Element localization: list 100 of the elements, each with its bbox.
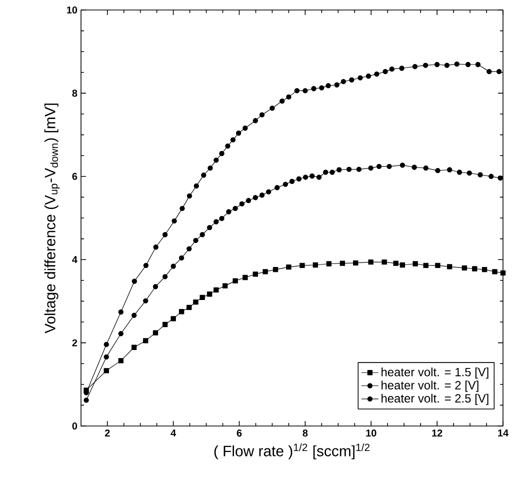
point <box>319 85 324 90</box>
point <box>286 264 292 270</box>
point <box>201 172 206 178</box>
point <box>280 98 285 104</box>
point <box>412 64 418 70</box>
point <box>104 342 109 348</box>
y-tick-label: 10 <box>67 6 78 14</box>
point <box>422 62 428 68</box>
point <box>310 173 315 179</box>
point <box>296 176 302 182</box>
point <box>326 261 332 266</box>
point <box>206 292 212 297</box>
point <box>300 262 305 268</box>
point <box>472 266 478 272</box>
point <box>206 224 212 230</box>
point <box>423 262 428 268</box>
point <box>382 260 387 265</box>
point <box>232 278 238 284</box>
x-tick-label: 2 <box>104 430 110 436</box>
point <box>170 264 176 269</box>
point <box>334 82 340 88</box>
point <box>143 298 148 304</box>
point <box>225 143 230 149</box>
point <box>478 172 483 178</box>
point <box>236 130 242 136</box>
point <box>162 232 168 238</box>
point <box>270 106 275 111</box>
point <box>242 274 248 280</box>
y-tick-label: 2 <box>72 339 78 346</box>
point <box>302 88 308 94</box>
point <box>239 201 244 206</box>
point <box>186 193 192 199</box>
point <box>266 189 272 194</box>
point <box>153 244 158 250</box>
point <box>170 316 176 322</box>
point <box>200 294 205 300</box>
point <box>219 216 224 222</box>
x-axis-title: ( Flow rate )$^{1/2}$ [sccm]$^{1/2}$ <box>214 443 370 460</box>
x-tick-label: 10 <box>366 430 376 437</box>
point <box>336 167 342 172</box>
point <box>500 270 506 276</box>
point <box>447 264 452 270</box>
point <box>412 261 418 266</box>
point <box>178 255 184 261</box>
point <box>475 62 481 68</box>
point <box>152 330 158 336</box>
legend-label: heater volt. = 2 [V] <box>382 380 478 392</box>
point <box>349 77 354 82</box>
y-tick-label: 8 <box>72 90 78 97</box>
point <box>214 219 219 224</box>
y-tick-label: 6 <box>72 172 78 180</box>
point <box>435 168 440 174</box>
point <box>454 61 460 67</box>
x-tick-label: 8 <box>302 430 308 437</box>
x-tick-label: 6 <box>236 430 242 437</box>
legend-label: heater volt. = 1.5 [V] <box>382 368 488 379</box>
point <box>252 118 258 124</box>
point <box>131 312 137 318</box>
point <box>289 178 295 184</box>
point <box>358 75 363 80</box>
point <box>465 62 471 68</box>
y-tick-label: 0 <box>72 422 78 430</box>
point <box>456 170 462 175</box>
point <box>286 94 292 100</box>
y-axis-title: Voltage difference (V$_{up}$-V$_{down}$) [mV] <box>44 104 60 334</box>
point <box>326 83 331 88</box>
point <box>214 158 219 163</box>
point <box>389 66 394 72</box>
point <box>178 309 184 314</box>
point <box>143 338 148 344</box>
point <box>323 170 328 175</box>
point <box>252 272 258 277</box>
x-tick-label: 4 <box>170 430 176 436</box>
point <box>131 344 137 350</box>
point <box>219 150 224 156</box>
point <box>259 112 265 118</box>
point <box>214 287 219 293</box>
point <box>186 246 192 252</box>
point <box>482 266 488 272</box>
point <box>316 174 322 180</box>
point <box>230 137 236 142</box>
point <box>172 218 177 224</box>
point <box>434 62 440 68</box>
point <box>180 206 185 212</box>
point <box>312 262 318 268</box>
point <box>200 232 205 238</box>
point <box>374 71 380 77</box>
point <box>382 68 388 74</box>
point <box>104 368 109 374</box>
point <box>118 358 124 364</box>
point <box>447 167 452 172</box>
point <box>274 185 280 190</box>
point <box>368 165 374 171</box>
point <box>294 88 300 94</box>
point <box>412 164 417 170</box>
point <box>194 183 199 189</box>
x-tick-label: 14 <box>498 430 508 436</box>
point <box>340 78 346 84</box>
point <box>368 260 374 265</box>
point <box>226 209 232 214</box>
